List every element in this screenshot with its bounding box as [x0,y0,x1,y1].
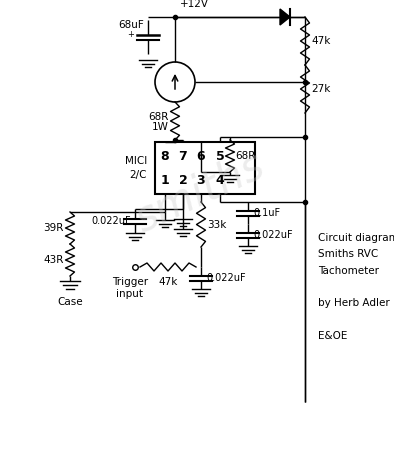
Text: 68R: 68R [235,151,255,161]
Text: 33k: 33k [207,219,227,229]
Text: 3: 3 [197,174,205,186]
Text: 0.022uF: 0.022uF [206,273,245,283]
Text: 4: 4 [216,174,224,186]
Text: smiths: smiths [128,144,271,240]
Text: 6: 6 [197,150,205,162]
Text: Circuit diagram
Smiths RVC
Tachometer

by Herb Adler

E&OE: Circuit diagram Smiths RVC Tachometer by… [318,233,394,341]
Text: 1: 1 [161,174,169,186]
Text: 0.022uF: 0.022uF [91,216,131,226]
Text: 8: 8 [161,150,169,162]
Text: 47k: 47k [158,277,178,287]
Polygon shape [280,9,290,25]
Text: +12V: +12V [180,0,209,9]
Bar [155,142,255,194]
Text: Case: Case [57,297,83,307]
Text: 47k: 47k [311,36,331,46]
Text: 27k: 27k [311,84,331,94]
Text: 0.1uF: 0.1uF [253,208,280,218]
Text: 0.022uF: 0.022uF [253,230,293,240]
Text: 43R: 43R [44,255,64,265]
Text: 68uF: 68uF [118,20,144,30]
Text: 2: 2 [178,174,188,186]
Text: 39R: 39R [44,223,64,233]
Text: 7: 7 [178,150,188,162]
Text: 68R: 68R [149,112,169,122]
Text: 5: 5 [216,150,224,162]
Text: MICI
2/C: MICI 2/C [125,156,147,180]
Text: 1W: 1W [152,122,169,132]
Text: +: + [127,30,134,39]
Text: Trigger
input: Trigger input [112,277,148,299]
